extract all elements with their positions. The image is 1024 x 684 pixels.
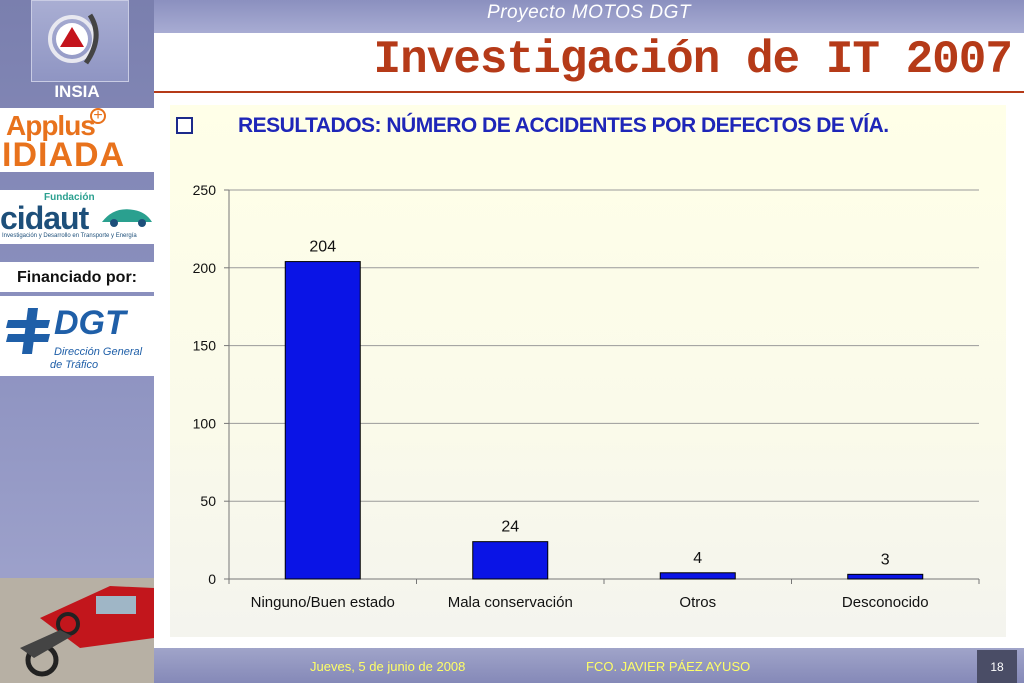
project-title: Proyecto MOTOS DGT xyxy=(487,2,691,23)
cidaut-subtitle: Investigación y Desarrollo en Transporte… xyxy=(2,233,137,239)
accident-photo xyxy=(0,578,154,683)
applus-idiada-logo: Applus + IDIADA xyxy=(0,108,154,174)
bar xyxy=(847,573,924,580)
dgt-subtitle-2: de Tráfico xyxy=(50,359,99,371)
insia-label: INSIA xyxy=(54,82,100,101)
page-number: 18 xyxy=(977,650,1017,683)
x-tick-label: Otros xyxy=(679,594,716,611)
bar-chart: 0 50 100 150 200 250 204 Ninguno/Buen estado 24 M… xyxy=(193,182,980,611)
y-tick-label: 150 xyxy=(193,338,217,354)
data-label: 4 xyxy=(693,550,702,567)
bar xyxy=(284,261,361,580)
dgt-label: DGT xyxy=(54,304,126,342)
cidaut-label: cidaut xyxy=(0,200,89,236)
footer-band xyxy=(154,648,1024,683)
insia-emblem-icon xyxy=(48,13,99,65)
dgt-emblem-icon xyxy=(6,308,50,354)
x-tick-label: Ninguno/Buen estado xyxy=(251,594,395,611)
applus-label: Applus xyxy=(6,110,96,141)
x-tick-label: Desconocido xyxy=(842,594,929,611)
x-tick-label: Mala conservación xyxy=(448,594,573,611)
header-band xyxy=(154,0,1024,33)
bar xyxy=(472,541,549,580)
chart-subtitle: RESULTADOS: NÚMERO DE ACCIDENTES POR DEF… xyxy=(238,114,889,137)
y-tick-label: 50 xyxy=(200,493,216,509)
dgt-subtitle-1: Dirección General xyxy=(54,346,143,358)
idiada-label: IDIADA xyxy=(2,136,126,174)
footer-date: Jueves, 5 de junio de 2008 xyxy=(310,659,466,674)
car-icon xyxy=(102,209,152,227)
dgt-logo: DGT Dirección General de Tráfico xyxy=(0,296,154,376)
y-tick-label: 200 xyxy=(193,260,217,276)
y-tick-label: 250 xyxy=(193,182,217,198)
data-label: 3 xyxy=(881,551,890,568)
plus-icon: + xyxy=(90,108,106,124)
financiado-label: Financiado por: xyxy=(0,262,154,292)
insia-logo xyxy=(31,0,129,82)
data-label: 204 xyxy=(309,239,336,256)
bar xyxy=(659,572,736,580)
y-tick-label: 100 xyxy=(193,415,217,431)
page-title: Investigación de IT 2007 xyxy=(373,34,1013,86)
y-tick-label: 0 xyxy=(208,571,216,587)
cidaut-logo: Fundación cidaut Investigación y Desarro… xyxy=(0,190,154,244)
checkbox-bullet-icon xyxy=(176,117,193,134)
footer-author: FCO. JAVIER PÁEZ AYUSO xyxy=(586,659,751,674)
data-label: 24 xyxy=(501,519,519,536)
cidaut-fundacion-label: Fundación xyxy=(44,192,95,203)
title-divider xyxy=(154,91,1024,93)
